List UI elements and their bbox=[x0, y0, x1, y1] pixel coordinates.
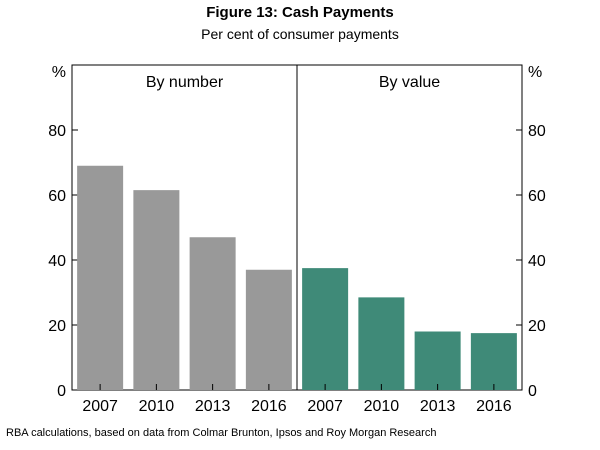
y-tick-label-left-60: 60 bbox=[48, 188, 66, 205]
y-tick-label-right-60: 60 bbox=[528, 188, 546, 205]
x-tick-label-by-value-2007: 2007 bbox=[307, 398, 343, 415]
panel-label-by-number: By number bbox=[146, 74, 224, 91]
bar-by-number-2010 bbox=[133, 190, 180, 390]
x-tick-label-by-number-2007: 2007 bbox=[82, 398, 118, 415]
chart-title: Figure 13: Cash Payments bbox=[206, 4, 394, 21]
y-tick-label-left-40: 40 bbox=[48, 253, 66, 270]
bar-by-number-2013 bbox=[189, 237, 236, 390]
y-tick-label-left-80: 80 bbox=[48, 123, 66, 140]
x-tick-label-by-value-2013: 2013 bbox=[420, 398, 456, 415]
bar-by-value-2010 bbox=[358, 297, 405, 390]
x-tick-label-by-number-2016: 2016 bbox=[251, 398, 287, 415]
bar-by-value-2013 bbox=[414, 331, 461, 390]
y-unit-right: % bbox=[528, 64, 542, 81]
x-tick-label-by-number-2013: 2013 bbox=[195, 398, 231, 415]
y-tick-label-left-20: 20 bbox=[48, 318, 66, 335]
source-note: RBA calculations, based on data from Col… bbox=[6, 427, 437, 439]
y-tick-label-right-40: 40 bbox=[528, 253, 546, 270]
y-tick-label-left-0: 0 bbox=[57, 383, 66, 400]
y-tick-label-right-20: 20 bbox=[528, 318, 546, 335]
x-tick-label-by-value-2016: 2016 bbox=[476, 398, 512, 415]
bar-by-value-2016 bbox=[470, 333, 517, 390]
y-unit-left: % bbox=[52, 64, 66, 81]
y-tick-label-right-0: 0 bbox=[528, 383, 537, 400]
y-tick-label-right-80: 80 bbox=[528, 123, 546, 140]
bar-by-number-2007 bbox=[77, 165, 124, 390]
chart-subtitle: Per cent of consumer payments bbox=[201, 26, 399, 42]
x-tick-label-by-value-2010: 2010 bbox=[364, 398, 400, 415]
x-tick-label-by-number-2010: 2010 bbox=[139, 398, 175, 415]
panel-label-by-value: By value bbox=[379, 74, 440, 91]
bar-by-value-2007 bbox=[302, 268, 349, 390]
bar-by-number-2016 bbox=[245, 269, 292, 390]
